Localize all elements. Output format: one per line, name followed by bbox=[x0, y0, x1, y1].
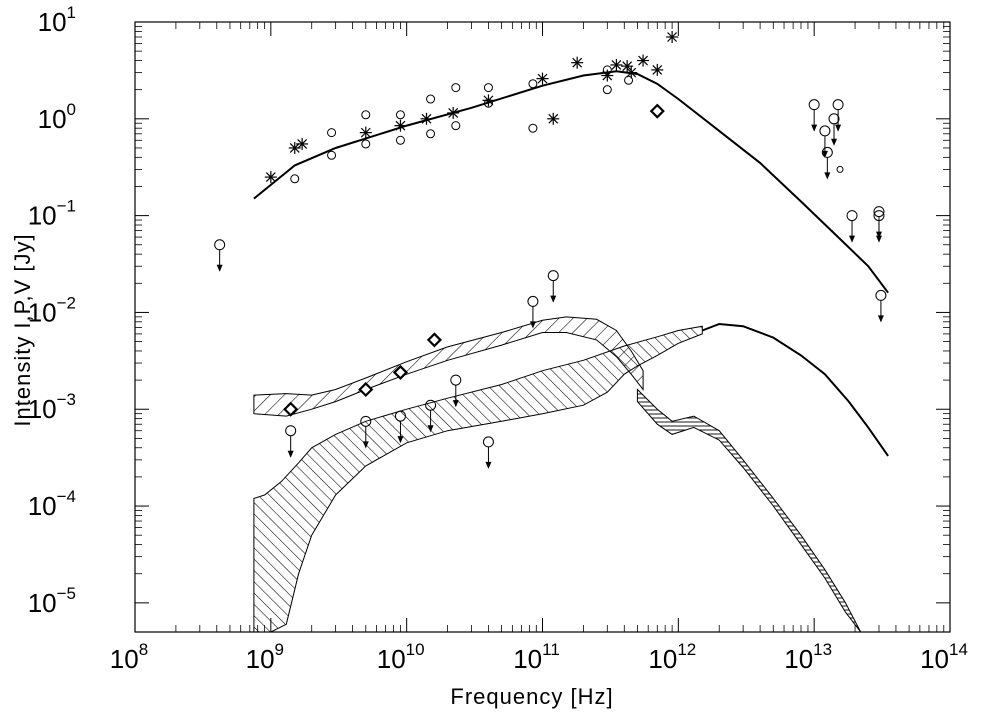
circle-marker bbox=[483, 83, 493, 93]
asterisk-marker bbox=[666, 30, 679, 43]
circle-marker bbox=[426, 129, 436, 139]
y-tick-label: 10−3 bbox=[28, 390, 76, 424]
upper-limit-marker bbox=[819, 125, 831, 158]
circle-marker bbox=[327, 150, 337, 160]
hatched-band-forward bbox=[253, 316, 644, 417]
asterisk-marker bbox=[447, 106, 460, 119]
circle-marker bbox=[395, 110, 405, 120]
y-tick-label: 100 bbox=[38, 100, 76, 134]
asterisk-marker bbox=[394, 119, 407, 132]
upper-limit-marker bbox=[214, 239, 226, 272]
circle-marker bbox=[426, 94, 436, 104]
circle-marker bbox=[483, 98, 493, 108]
upper-limit-marker bbox=[875, 289, 887, 323]
upper-limit-marker bbox=[832, 99, 844, 132]
upper-limit-marker bbox=[285, 425, 297, 458]
asterisk-marker bbox=[610, 58, 623, 71]
circle-marker bbox=[624, 75, 634, 85]
asterisk-marker bbox=[625, 66, 638, 79]
circle-marker bbox=[451, 121, 461, 131]
upper-limit-marker bbox=[482, 436, 494, 469]
hatched-band-horizontal bbox=[636, 388, 862, 633]
asterisk-marker bbox=[482, 94, 495, 107]
x-tick-label: 109 bbox=[246, 640, 284, 674]
data-points bbox=[214, 30, 887, 469]
asterisk-marker bbox=[571, 56, 584, 69]
y-axis: 10−5 10−4 10−3 10−2 10−1 100 101 bbox=[28, 3, 950, 618]
upper-limit-marker bbox=[873, 210, 885, 243]
small-circle-marker bbox=[836, 165, 844, 173]
upper-limit-marker bbox=[547, 270, 559, 303]
upper-limit-marker bbox=[394, 410, 406, 444]
asterisk-marker bbox=[359, 126, 372, 139]
upper-limit-marker bbox=[425, 399, 437, 433]
model-curve bbox=[253, 70, 889, 294]
x-tick-label: 108 bbox=[110, 640, 148, 674]
upper-limit-marker bbox=[450, 374, 462, 408]
circle-marker bbox=[602, 65, 612, 75]
circle-marker bbox=[290, 174, 300, 184]
diamond-marker bbox=[358, 381, 374, 398]
upper-limit-marker bbox=[828, 113, 840, 146]
circle-marker bbox=[528, 79, 538, 89]
upper-limit-marker bbox=[821, 146, 833, 180]
x-tick-label: 1013 bbox=[784, 640, 832, 674]
diamond-marker bbox=[392, 364, 409, 380]
upper-limit-marker bbox=[846, 210, 858, 243]
model-curve bbox=[701, 322, 889, 457]
upper-limit-marker bbox=[527, 295, 539, 329]
asterisk-marker bbox=[621, 60, 634, 73]
asterisk-marker bbox=[264, 171, 277, 184]
diamond-marker bbox=[283, 401, 299, 417]
upper-limit-marker bbox=[360, 415, 372, 449]
circle-marker bbox=[451, 83, 461, 93]
y-tick-label: 10−4 bbox=[28, 487, 76, 521]
diamond-marker bbox=[426, 332, 442, 348]
x-tick-label: 1014 bbox=[920, 640, 968, 674]
asterisk-marker bbox=[536, 72, 549, 85]
circle-marker bbox=[327, 128, 337, 138]
asterisk-marker bbox=[637, 54, 650, 67]
circle-marker bbox=[361, 110, 371, 120]
hatched-band-backward bbox=[253, 325, 703, 633]
upper-limit-marker bbox=[808, 99, 820, 132]
circle-marker bbox=[395, 135, 405, 145]
asterisk-marker bbox=[651, 63, 664, 76]
y-tick-label: 10−1 bbox=[28, 197, 76, 231]
y-axis-title: Intensity I,P,V [Jy] bbox=[10, 233, 35, 426]
x-tick-label: 1011 bbox=[513, 640, 560, 674]
y-tick-label: 10−5 bbox=[28, 584, 76, 618]
x-tick-label: 1010 bbox=[377, 640, 425, 674]
asterisk-marker bbox=[547, 112, 560, 125]
circle-marker bbox=[361, 139, 371, 149]
asterisk-marker bbox=[420, 112, 433, 125]
y-tick-label: 10−2 bbox=[28, 293, 76, 327]
model-curves bbox=[253, 70, 889, 457]
x-axis-title: Frequency [Hz] bbox=[450, 684, 613, 709]
x-tick-label: 1012 bbox=[648, 640, 696, 674]
asterisk-marker bbox=[296, 137, 309, 150]
hatched-bands bbox=[253, 316, 862, 633]
circle-marker bbox=[528, 123, 538, 133]
y-tick-label: 101 bbox=[38, 3, 76, 37]
diamond-marker bbox=[649, 103, 665, 119]
circle-marker bbox=[602, 85, 612, 95]
